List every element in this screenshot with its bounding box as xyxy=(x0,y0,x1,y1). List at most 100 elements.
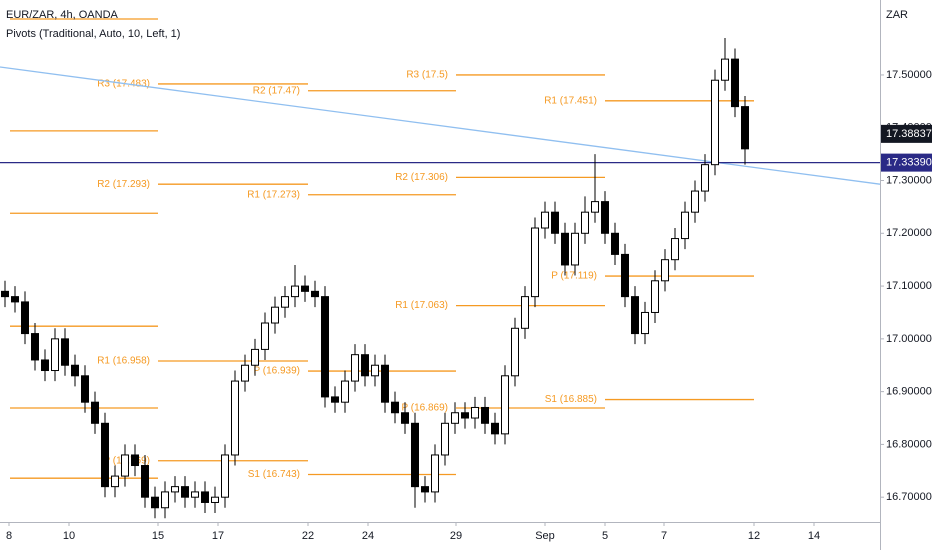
y-tick-label: 17.10000 xyxy=(886,280,932,292)
x-tick-label: 22 xyxy=(302,530,314,542)
candle-body xyxy=(421,486,429,493)
candle-body xyxy=(251,348,259,366)
candle-body xyxy=(141,465,149,498)
candle-body xyxy=(281,296,289,308)
pivot-label: R1 (17.273) xyxy=(247,189,300,200)
candle-body xyxy=(631,296,639,335)
candle-body xyxy=(341,380,349,403)
pivot-label: R3 (17.5) xyxy=(406,70,448,81)
candle-body xyxy=(701,164,709,192)
candle-body xyxy=(461,412,469,419)
y-tick-label: 17.20000 xyxy=(886,227,932,239)
candle-body xyxy=(401,412,409,424)
x-tick-label: 5 xyxy=(602,530,608,542)
pivot-label: P (17.119) xyxy=(551,271,597,282)
y-tick-label: 17.00000 xyxy=(886,333,932,345)
candle-body xyxy=(391,401,399,414)
candle-body xyxy=(371,364,379,377)
candle-body xyxy=(31,333,39,361)
x-tick-label: 15 xyxy=(152,530,164,542)
plot-area: R3 (17.483)R2 (17.293)R1 (16.958)P (16.7… xyxy=(0,18,881,519)
candle-body xyxy=(161,491,169,509)
candle-body xyxy=(571,232,579,266)
candle-body xyxy=(131,454,139,467)
chart-title: EUR/ZAR, 4h, OANDA xyxy=(6,9,119,21)
x-tick-label: Sep xyxy=(535,530,555,542)
x-tick-label: 29 xyxy=(450,530,462,542)
candle-body xyxy=(541,211,549,229)
pivot-label: S1 (16.743) xyxy=(248,469,300,480)
price-label-box xyxy=(881,124,932,143)
candle-body xyxy=(651,280,659,313)
candle-body xyxy=(71,364,79,377)
candle-body xyxy=(301,285,309,292)
candle-body xyxy=(61,338,69,366)
candle-body xyxy=(711,79,719,166)
candle-body xyxy=(271,306,279,324)
x-tick-label: 10 xyxy=(63,530,75,542)
candle-body xyxy=(181,486,189,498)
pivot-label: P (16.939) xyxy=(253,366,300,377)
candle-body xyxy=(601,201,609,234)
candle-body xyxy=(121,454,129,477)
candle-body xyxy=(321,296,329,398)
x-tick-label: 14 xyxy=(808,530,820,542)
candle-body xyxy=(491,422,499,435)
x-tick-label: 7 xyxy=(661,530,667,542)
y-axis-label: ZAR xyxy=(886,9,908,21)
candle-body xyxy=(331,396,339,403)
candle-body xyxy=(481,406,489,424)
candle-body xyxy=(511,327,519,377)
candle-body xyxy=(531,227,539,298)
candle-body xyxy=(721,58,729,81)
candle-body xyxy=(661,259,669,282)
candle-body xyxy=(21,301,29,335)
candle-body xyxy=(101,422,109,488)
candle-body xyxy=(291,285,299,298)
y-tick-label: 16.90000 xyxy=(886,386,932,398)
candle-body xyxy=(561,232,569,266)
candle-body xyxy=(81,375,89,403)
candle-body xyxy=(431,454,439,493)
candle-body xyxy=(191,491,199,498)
price-label: 17.38837 xyxy=(886,128,932,140)
pivot-label: R2 (17.306) xyxy=(395,172,448,183)
candle-body xyxy=(411,422,419,488)
candle-body xyxy=(671,238,679,261)
pivot-label: R2 (17.47) xyxy=(253,85,300,96)
candle-body xyxy=(51,338,59,372)
pivot-label: S1 (16.885) xyxy=(545,394,597,405)
candle-body xyxy=(261,322,269,350)
candle-body xyxy=(741,106,749,150)
candle-body xyxy=(41,359,49,372)
candle-body xyxy=(151,496,159,509)
candle-body xyxy=(581,211,589,234)
candle-body xyxy=(731,58,739,108)
candle-body xyxy=(11,296,19,303)
indicator-label: Pivots (Traditional, Auto, 10, Left, 1) xyxy=(6,28,180,40)
y-tick-label: 17.50000 xyxy=(886,69,932,81)
candle-body xyxy=(381,364,389,403)
y-tick-label: 17.30000 xyxy=(886,174,932,186)
trendline xyxy=(0,66,881,185)
pivot-label: R2 (17.293) xyxy=(97,179,150,190)
candle-body xyxy=(241,364,249,382)
candle-body xyxy=(171,486,179,493)
candle-body xyxy=(231,380,239,456)
candle-body xyxy=(681,211,689,240)
candle-body xyxy=(691,190,699,213)
pivot-label: R1 (17.451) xyxy=(544,95,597,106)
candle-body xyxy=(441,422,449,456)
y-tick-label: 16.80000 xyxy=(886,438,932,450)
y-tick-label: 16.70000 xyxy=(886,491,932,503)
candle-body xyxy=(551,211,559,234)
x-tick-label: 8 xyxy=(6,530,12,542)
candle-body xyxy=(471,406,479,419)
candle-body xyxy=(641,311,649,335)
candle-body xyxy=(361,354,369,377)
candle-body xyxy=(451,412,459,424)
price-label: 17.33390 xyxy=(886,157,932,169)
candle-body xyxy=(591,201,599,213)
